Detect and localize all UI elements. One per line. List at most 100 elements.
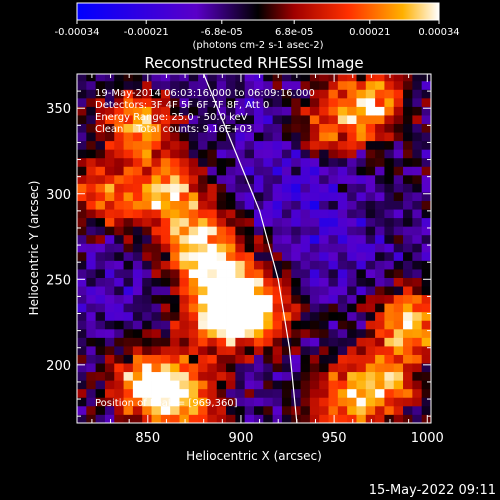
heatmap-cell <box>356 80 367 90</box>
heatmap-cell <box>272 80 283 90</box>
heatmap-cell <box>365 200 376 210</box>
heatmap-cell <box>95 405 106 415</box>
heatmap-cell <box>309 371 320 381</box>
heatmap-cell <box>216 149 227 159</box>
heatmap-cell <box>244 320 255 330</box>
heatmap-cell <box>291 397 301 407</box>
heatmap-cell <box>86 286 97 296</box>
heatmap-cell <box>160 311 171 321</box>
heatmap-cell <box>403 269 413 278</box>
heatmap-cell <box>142 226 152 236</box>
heatmap-cell <box>142 192 152 201</box>
heatmap-cell <box>226 234 236 244</box>
heatmap-cell <box>421 388 431 398</box>
heatmap-cell <box>384 320 395 330</box>
heatmap-cell <box>142 337 152 347</box>
heatmap-cell <box>142 277 152 287</box>
heatmap-cell <box>263 149 274 159</box>
heatmap-cell <box>347 123 357 133</box>
heatmap-cell <box>244 294 255 304</box>
heatmap-cell <box>272 192 283 201</box>
heatmap-cell <box>319 397 329 407</box>
heatmap-cell <box>244 89 255 99</box>
heatmap-cell <box>207 337 218 347</box>
heatmap-cell <box>272 414 283 423</box>
heatmap-cell <box>337 277 348 287</box>
x-tick-label: 850 <box>135 431 160 446</box>
heatmap-cell <box>114 405 124 415</box>
y-tick-label: 300 <box>46 188 71 203</box>
heatmap-cell <box>188 123 199 133</box>
heatmap-cell <box>319 132 329 142</box>
heatmap-cell <box>77 243 87 253</box>
heatmap-cell <box>393 166 404 176</box>
heatmap-cell <box>244 149 255 159</box>
heatmap-cell <box>375 149 385 159</box>
heatmap-cell <box>95 80 106 90</box>
heatmap-cell <box>319 371 329 381</box>
heatmap-cell <box>132 354 143 364</box>
heatmap-cell <box>403 132 413 142</box>
heatmap-cell <box>132 174 143 184</box>
heatmap-cell <box>403 320 413 330</box>
heatmap-cell <box>142 234 152 244</box>
heatmap-cell <box>95 243 106 253</box>
heatmap-cell <box>375 115 385 125</box>
heatmap-cell <box>365 166 376 176</box>
heatmap-cell <box>151 405 162 415</box>
heatmap-cell <box>393 106 404 116</box>
heatmap-cell <box>77 234 87 244</box>
heatmap-cell <box>328 303 339 313</box>
heatmap-cell <box>272 320 283 330</box>
heatmap-cell <box>300 243 311 253</box>
heatmap-cell <box>375 328 385 338</box>
heatmap-cell <box>151 388 162 398</box>
heatmap-cell <box>160 157 171 167</box>
heatmap-cell <box>151 363 162 373</box>
heatmap-cell <box>319 337 329 347</box>
heatmap-cell <box>77 97 87 107</box>
heatmap-cell <box>198 132 208 142</box>
heatmap-cell <box>254 74 264 82</box>
heatmap-cell <box>347 337 357 347</box>
heatmap-cell <box>188 157 199 167</box>
heatmap-cell <box>207 363 218 373</box>
heatmap-cell <box>412 174 423 184</box>
heatmap-cell <box>216 269 227 278</box>
heatmap-cell <box>365 311 376 321</box>
heatmap-cell <box>95 89 106 99</box>
heatmap-cell <box>151 320 162 330</box>
heatmap-cell <box>384 226 395 236</box>
heatmap-cell <box>254 80 264 90</box>
heatmap-cell <box>328 269 339 278</box>
heatmap-cell <box>356 106 367 116</box>
heatmap-cell <box>365 277 376 287</box>
heatmap-cell <box>300 320 311 330</box>
heatmap-cell <box>226 106 236 116</box>
heatmap-cell <box>412 140 423 150</box>
heatmap-cell <box>207 269 218 278</box>
heatmap-cell <box>347 115 357 125</box>
heatmap-cell <box>104 74 115 82</box>
heatmap-cell <box>319 97 329 107</box>
heatmap-cell <box>77 371 87 381</box>
heatmap-cell <box>421 149 431 159</box>
heatmap-cell <box>114 414 124 423</box>
heatmap-cell <box>216 320 227 330</box>
heatmap-cell <box>393 123 404 133</box>
heatmap-cell <box>86 337 97 347</box>
heatmap-cell <box>328 192 339 201</box>
heatmap-cell <box>216 106 227 116</box>
heatmap-cell <box>393 260 404 270</box>
heatmap-cell <box>309 200 320 210</box>
heatmap-cell <box>226 132 236 142</box>
heatmap-cell <box>291 209 301 219</box>
heatmap-cell <box>365 183 376 193</box>
heatmap-cell <box>309 97 320 107</box>
heatmap-cell <box>319 74 329 82</box>
heatmap-cell <box>170 260 180 270</box>
heatmap-cell <box>328 388 339 398</box>
heatmap-cell <box>309 277 320 287</box>
heatmap-cell <box>384 149 395 159</box>
heatmap-cell <box>254 277 264 287</box>
